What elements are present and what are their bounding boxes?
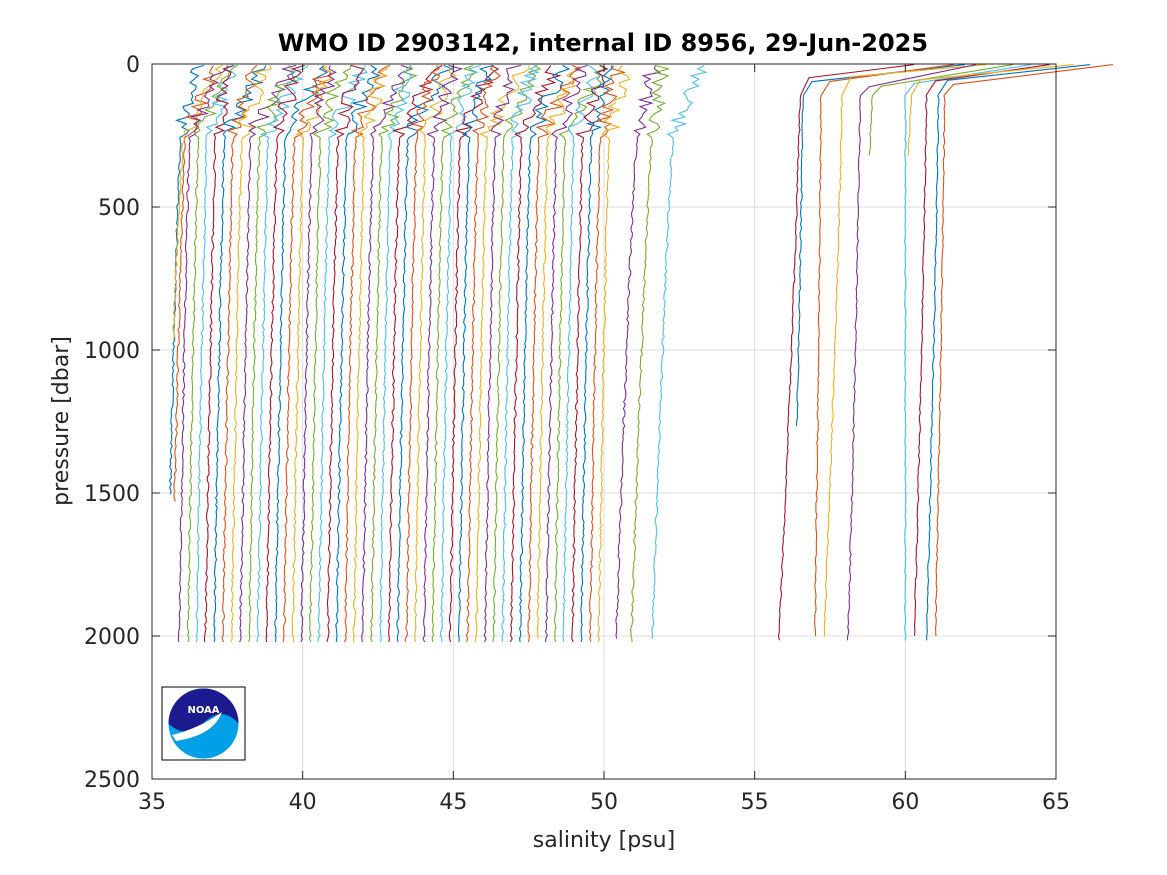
y-tick-label: 0 (126, 53, 140, 78)
profile-line (907, 64, 1074, 156)
profile-line (379, 65, 413, 643)
profile-line (195, 64, 237, 643)
profile-line (361, 64, 414, 643)
y-tick-label: 2500 (84, 768, 140, 793)
profile-line (580, 65, 613, 643)
profile-line (352, 65, 388, 643)
profile-line (813, 64, 954, 636)
profile-line (571, 64, 609, 643)
profile-line (230, 65, 272, 643)
x-tick-label: 55 (741, 790, 769, 815)
profile-line (501, 64, 540, 642)
profile-line (483, 64, 522, 643)
profile-line (588, 65, 627, 643)
y-tick-label: 1000 (84, 339, 140, 364)
profile-line (868, 64, 1014, 156)
profile-line (458, 64, 494, 643)
profile-line (519, 64, 571, 643)
profile-line (203, 64, 234, 643)
x-tick-label: 40 (289, 790, 317, 815)
profile-line (630, 64, 670, 643)
x-axis-label: salinity [psu] (533, 828, 675, 853)
profile-line (335, 64, 381, 643)
profile-line (562, 64, 602, 643)
profile-line (492, 64, 542, 643)
y-tick-label: 1500 (84, 482, 140, 507)
profile-line (308, 65, 352, 643)
profile-line (536, 65, 580, 639)
logo-wave (168, 688, 239, 732)
profile-line (509, 65, 562, 643)
noaa-logo: NOAA (161, 686, 246, 761)
profile-line (777, 64, 915, 641)
y-axis-label: pressure [dbar] (49, 336, 74, 506)
profile-line (282, 65, 331, 643)
profile-line (651, 64, 708, 639)
x-tick-label: 65 (1042, 790, 1070, 815)
profile-line (177, 65, 229, 643)
logo-gull (172, 712, 222, 741)
profile-line (823, 64, 987, 637)
series-group (168, 64, 1113, 643)
profile-line (343, 64, 391, 643)
profile-line (527, 64, 582, 643)
profile-line (317, 65, 368, 643)
profile-line (404, 65, 441, 642)
y-tick-label: 2000 (84, 625, 140, 650)
y-tick-label: 500 (98, 196, 140, 221)
profile-line (439, 64, 481, 643)
profile-line (300, 65, 337, 643)
profile-line (256, 64, 309, 643)
profile-line (326, 64, 365, 643)
x-tick-label: 35 (138, 790, 166, 815)
chart-title: WMO ID 2903142, internal ID 8956, 29-Jun… (278, 29, 928, 57)
profile-line (904, 64, 1032, 641)
logo-text: NOAA (187, 705, 219, 716)
profile-line (387, 64, 443, 643)
profile-line (553, 64, 607, 643)
profile-line (597, 65, 631, 643)
profile-line (172, 64, 223, 341)
profile-line (370, 65, 418, 643)
profile-line (265, 64, 305, 643)
profile-line (414, 64, 457, 643)
profile-line (795, 64, 966, 426)
profile-line (422, 64, 464, 643)
profile-line (544, 64, 588, 643)
profile-line (846, 64, 977, 641)
profile-line (926, 64, 1091, 641)
profile-line (221, 64, 258, 643)
profile-line (248, 65, 296, 643)
profile-line (274, 64, 329, 643)
profile-line (213, 65, 267, 643)
profile-line (615, 65, 661, 639)
ticks: 35 40 45 50 55 60 65 0 500 1000 1500 2000 2500 (84, 53, 1070, 815)
profile-line (474, 65, 530, 643)
profile-line (913, 64, 1050, 637)
profile-line (291, 65, 332, 643)
x-tick-label: 50 (590, 790, 618, 815)
profile-line (934, 64, 1113, 637)
profile-line (466, 65, 502, 643)
profile-line (396, 64, 454, 643)
profile-line (431, 64, 478, 643)
profile-line (448, 64, 500, 643)
profile-line (239, 64, 297, 643)
x-tick-label: 45 (439, 790, 467, 815)
x-tick-label: 60 (891, 790, 919, 815)
profile-line (186, 64, 238, 643)
